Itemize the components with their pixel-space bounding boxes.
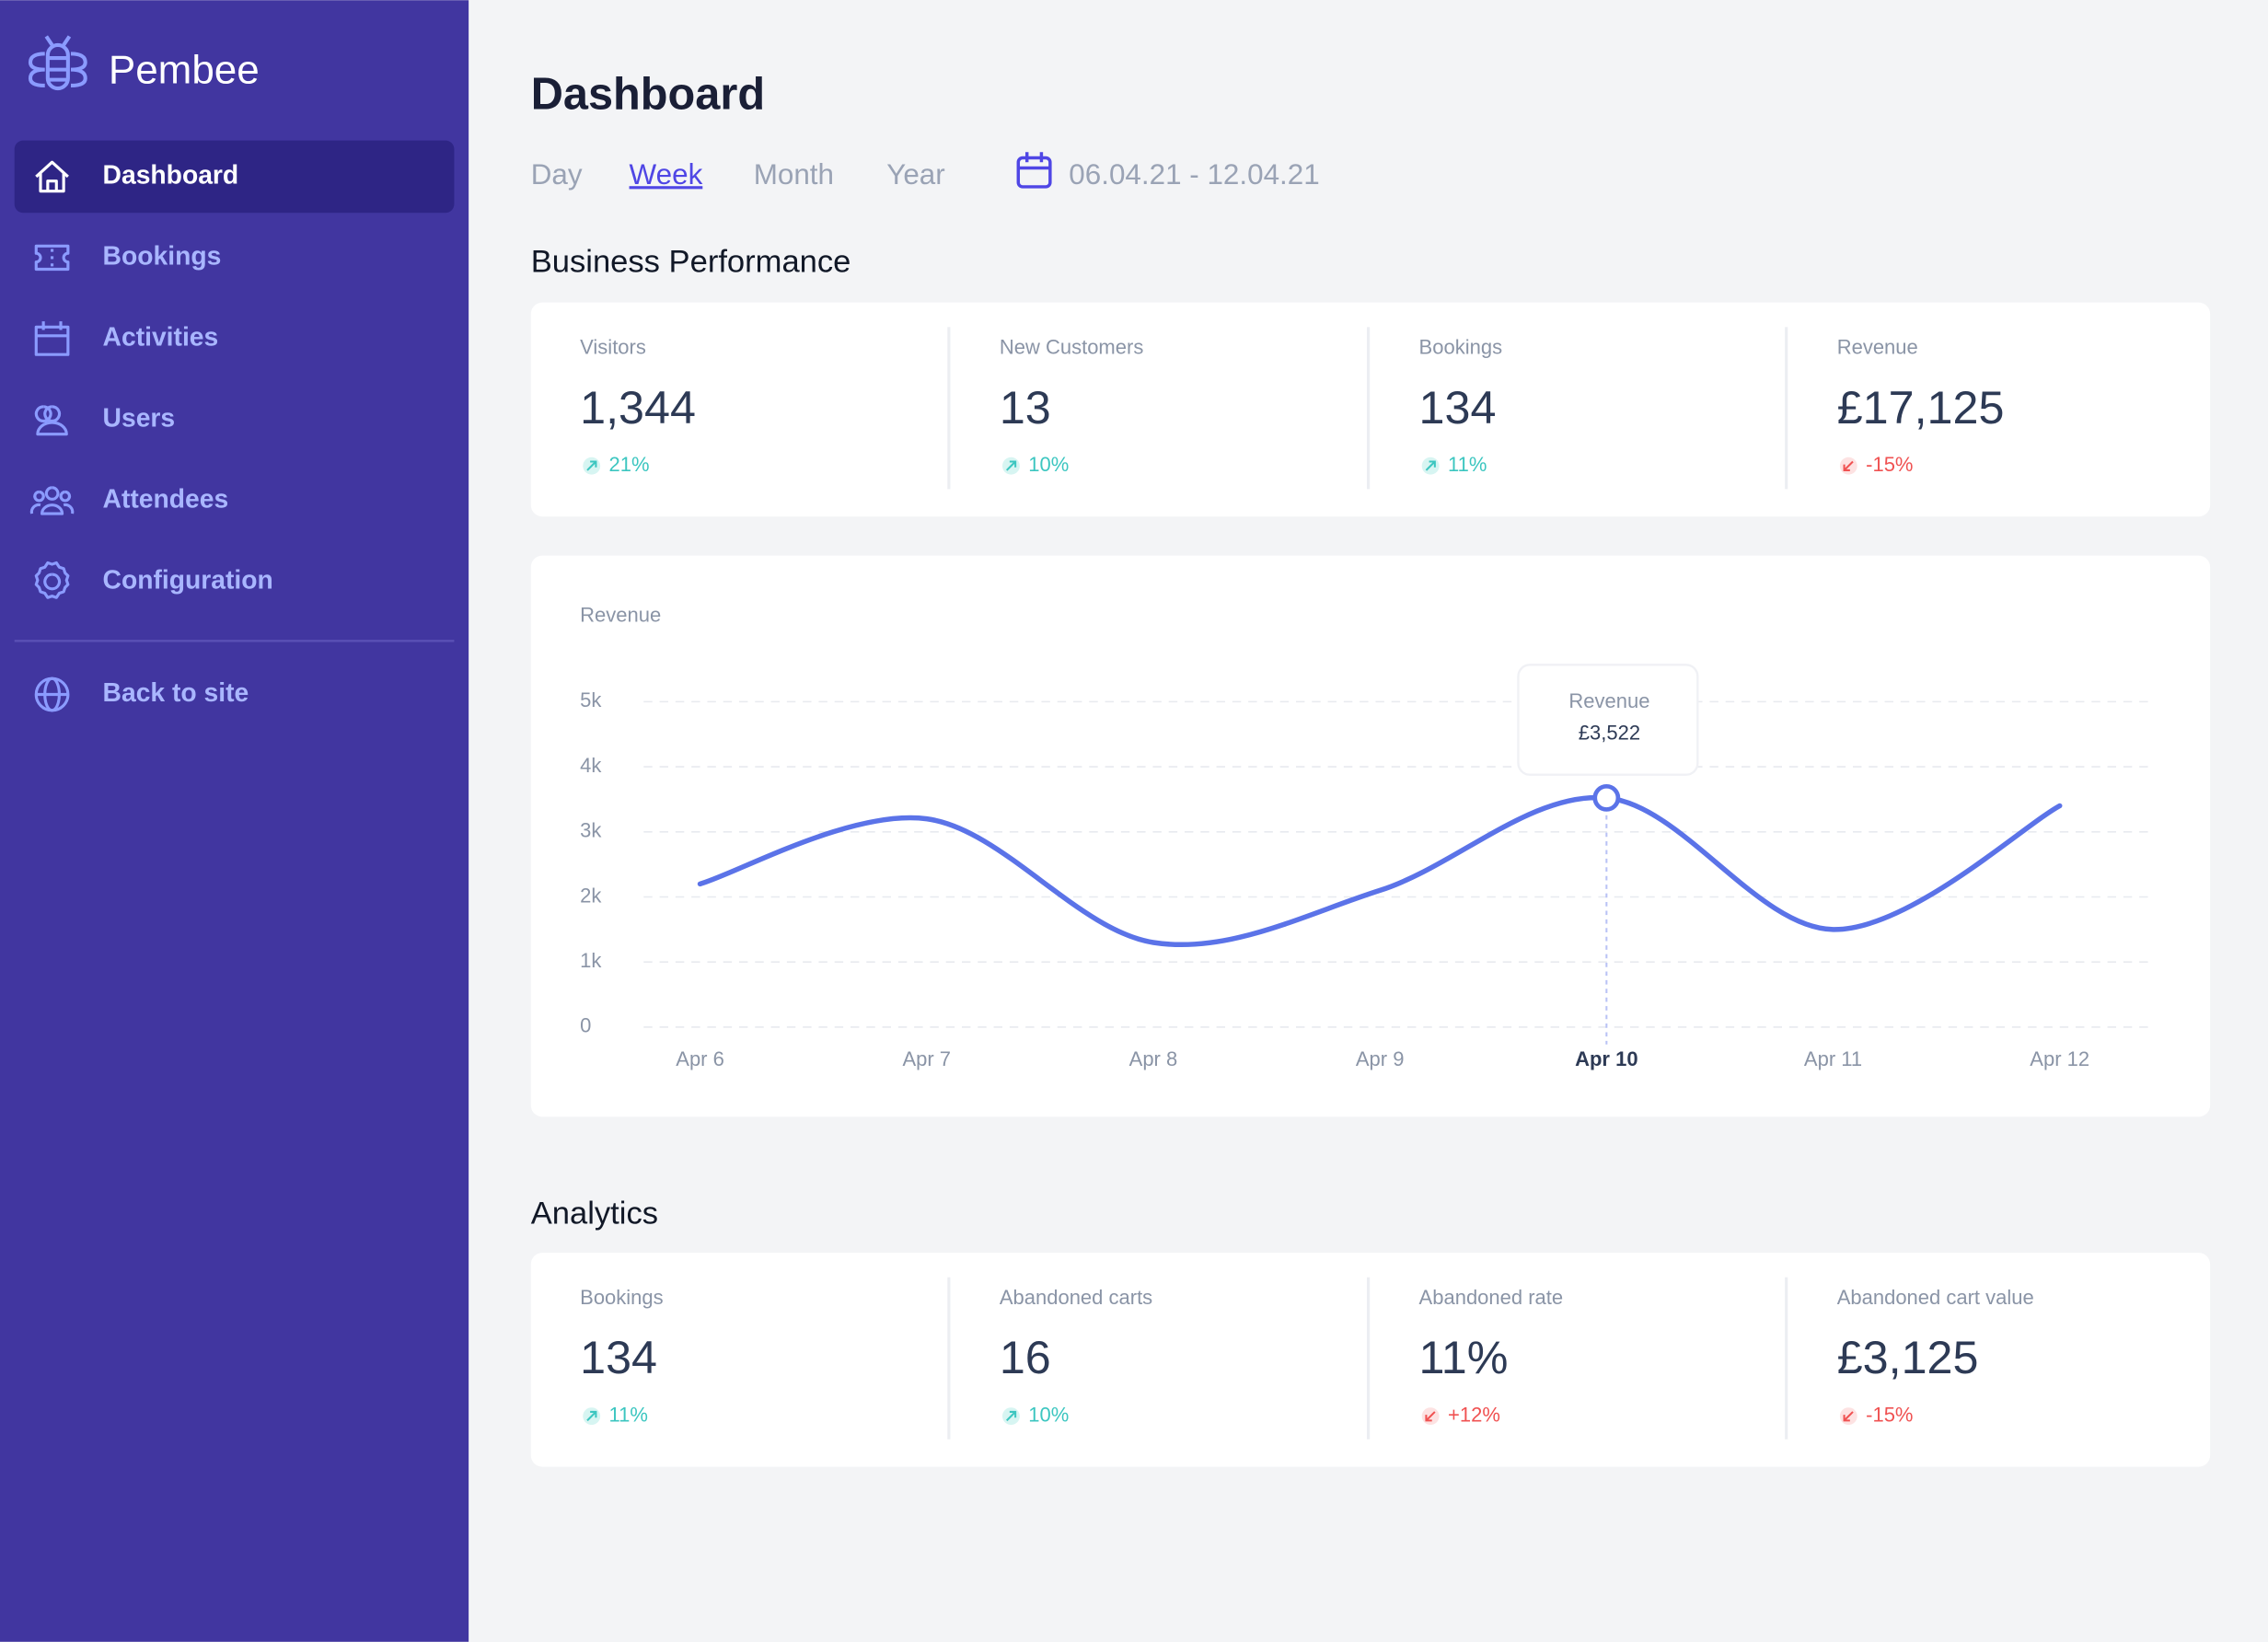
trend-arrow (1005, 460, 1017, 471)
brand-logo (28, 35, 87, 91)
trend-arrow (586, 460, 597, 471)
page-title: Dashboard (531, 69, 765, 119)
metric-value: £17,125 (1837, 381, 2005, 434)
period-tab[interactable]: Week (630, 158, 703, 191)
date-range[interactable]: 06.04.21 - 12.04.21 (1069, 158, 1319, 191)
x-tick-label: Apr 7 (902, 1047, 951, 1070)
metric-label: Abandoned carts (1000, 1286, 1152, 1309)
metric-value: 134 (580, 1331, 657, 1383)
metric-label: Revenue (1837, 336, 1918, 359)
globe-icon (34, 676, 70, 712)
trend-arrow (1425, 460, 1436, 471)
tooltip-series: Revenue (1568, 689, 1649, 712)
x-tick-label: Apr 6 (676, 1047, 724, 1070)
back-to-site-link[interactable]: Back to site (103, 677, 249, 707)
nav-item[interactable]: Configuration (103, 564, 273, 594)
trend-arrow (1425, 1411, 1436, 1422)
metric-label: New Customers (1000, 336, 1143, 359)
x-tick-label: Apr 8 (1129, 1047, 1178, 1070)
metric-change: 10% (1028, 453, 1069, 476)
nav-item[interactable]: Activities (103, 321, 219, 351)
nav-item[interactable]: Attendees (103, 483, 229, 513)
metric-change: +12% (1448, 1403, 1500, 1426)
metric-change: -15% (1866, 453, 1913, 476)
period-tab[interactable]: Day (531, 158, 583, 191)
metric-value: 13 (1000, 381, 1051, 434)
nav-item[interactable]: Users (103, 402, 176, 432)
metric-change: 21% (609, 453, 650, 476)
y-tick-label: 1k (580, 949, 602, 972)
x-tick-label: Apr 12 (2030, 1047, 2089, 1070)
tooltip (1517, 664, 1699, 776)
metric-label: Bookings (580, 1286, 664, 1309)
metric-change: -15% (1866, 1403, 1913, 1426)
period-tab[interactable]: Month (754, 158, 834, 191)
metric-change: 10% (1028, 1403, 1069, 1426)
brand-name: Pembee (109, 47, 260, 92)
trend-arrow (1843, 1411, 1854, 1422)
metric-value: 1,344 (580, 381, 696, 434)
metric-label: Visitors (580, 336, 646, 359)
nav-icon (34, 561, 70, 599)
nav-icon (34, 244, 70, 272)
analytics-card (530, 1253, 2211, 1467)
y-tick-label: 5k (580, 688, 602, 711)
section-title: Analytics (531, 1196, 658, 1231)
metric-label: Abandoned cart value (1837, 1286, 2034, 1309)
performance-card (530, 302, 2211, 517)
y-tick-label: 3k (580, 819, 602, 842)
tooltip-value: £3,522 (1579, 722, 1640, 745)
trend-arrow (1843, 460, 1854, 471)
nav-item[interactable]: Dashboard (103, 159, 239, 189)
x-tick-label: Apr 9 (1356, 1047, 1405, 1070)
x-tick-label: Apr 11 (1804, 1047, 1862, 1070)
chart-title: Revenue (580, 603, 661, 626)
sidebar (0, 0, 469, 1642)
nav-icon (29, 486, 75, 515)
metric-value: £3,125 (1837, 1331, 1979, 1383)
nav-icon (34, 405, 68, 436)
metric-value: 16 (1000, 1331, 1051, 1383)
active-nav-highlight (14, 140, 455, 214)
trend-arrow (1005, 1410, 1017, 1422)
chart-card (530, 555, 2211, 1117)
trend-arrow (586, 1410, 597, 1422)
metric-label: Bookings (1419, 336, 1503, 359)
metric-change: 11% (1448, 453, 1487, 476)
metric-label: Abandoned rate (1419, 1286, 1564, 1309)
x-tick-label: Apr 10 (1575, 1047, 1637, 1070)
nav-icon (35, 160, 69, 193)
metric-change: 11% (609, 1403, 648, 1426)
section-title: Business Performance (531, 244, 851, 279)
period-tab[interactable]: Year (886, 158, 944, 191)
y-tick-label: 0 (580, 1014, 591, 1037)
nav-icon (34, 321, 70, 356)
calendar-icon (1016, 152, 1052, 189)
metric-value: 134 (1419, 381, 1497, 434)
y-tick-label: 2k (580, 884, 602, 907)
revenue-line (697, 794, 2063, 948)
metric-value: 11% (1419, 1331, 1509, 1383)
y-tick-label: 4k (580, 754, 602, 777)
hover-point (1592, 783, 1621, 812)
nav-item[interactable]: Bookings (103, 240, 222, 270)
